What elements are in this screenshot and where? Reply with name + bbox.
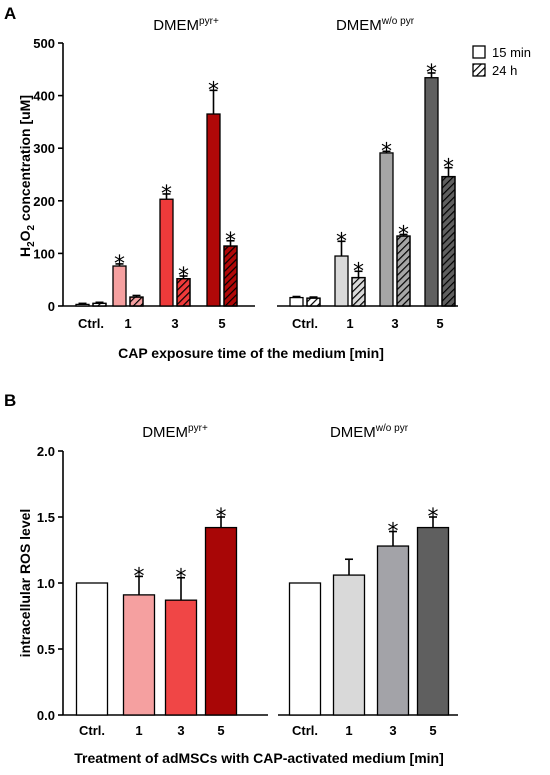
category-label: 5 (436, 316, 443, 331)
significance-star: * (134, 564, 145, 589)
bar (204, 526, 238, 716)
bar-15min (75, 303, 90, 307)
panel-b-y-tick-label: 0.5 (37, 642, 55, 657)
panel-a-y-tick-label: 500 (33, 36, 55, 51)
category-label: Ctrl. (292, 316, 318, 331)
bar (376, 545, 410, 716)
panel-a: A DMEMpyr+ DMEMw/o pyr H2O2 concentratio… (4, 4, 531, 361)
panel-a-x-axis-label: CAP exposure time of the medium [min] (118, 345, 384, 361)
panel-a-y-axis-label: H2O2 concentration [uM] (17, 95, 37, 257)
panel-a-legend: 15 min 24 h (472, 45, 531, 78)
bar-15min (289, 296, 304, 307)
category-label: 1 (124, 316, 131, 331)
bar-hatch-overlay (92, 302, 107, 307)
significance-star: * (426, 61, 437, 86)
significance-star: * (353, 259, 364, 284)
panel-a-y-tick-label: 200 (33, 194, 55, 209)
bar-hatch-overlay (306, 297, 321, 307)
panel-a-y-tick-label: 0 (48, 299, 55, 314)
category-label: Ctrl. (78, 316, 104, 331)
significance-star: * (114, 252, 125, 277)
panel-b-x-axis-label: Treatment of adMSCs with CAP-activated m… (74, 750, 444, 766)
panel-b-plot: 0.0 0.5 1.0 1.5 2.0 Ctrl. * 1 * 3 * 5 Ctrl. 1 * 3 * 5 (37, 444, 458, 738)
significance-star: * (336, 229, 347, 254)
category-label: Ctrl. (79, 723, 105, 738)
legend-label-15min: 15 min (492, 45, 531, 60)
category-label: 3 (389, 723, 396, 738)
significance-star: * (216, 505, 227, 530)
panel-b-y-axis-label: intracellular ROS level (17, 509, 33, 658)
significance-star: * (178, 264, 189, 289)
panel-a-group-1-title: DMEMpyr+ (153, 16, 219, 34)
category-label: 3 (391, 316, 398, 331)
bar (164, 599, 198, 716)
bar-15min (334, 255, 349, 307)
category-label: 3 (177, 723, 184, 738)
panel-b-y-tick-label: 1.5 (37, 510, 55, 525)
panel-a-y-tick-label: 300 (33, 141, 55, 156)
panel-b-y-tick-label: 0.0 (37, 708, 55, 723)
category-label: 1 (135, 723, 142, 738)
panel-b-group-2-title: DMEMw/o pyr (330, 423, 409, 441)
significance-star: * (208, 78, 219, 103)
panel-a-y-tick-label: 100 (33, 246, 55, 261)
significance-star: * (398, 222, 409, 247)
panel-a-group-2-title: DMEMw/o pyr (336, 16, 415, 34)
legend-swatch-24h (472, 63, 486, 77)
category-label: 1 (346, 316, 353, 331)
legend-label-24h: 24 h (492, 63, 517, 78)
category-label: 5 (217, 723, 224, 738)
significance-star: * (225, 229, 236, 254)
bar (332, 574, 366, 716)
panel-b-y-tick-label: 2.0 (37, 444, 55, 459)
significance-star: * (161, 182, 172, 207)
category-label: 5 (218, 316, 225, 331)
category-label: Ctrl. (292, 723, 318, 738)
panel-a-y-tick-label: 400 (33, 89, 55, 104)
bar-15min (424, 77, 439, 307)
significance-star: * (176, 566, 187, 591)
significance-star: * (388, 520, 399, 545)
significance-star: * (443, 156, 454, 181)
category-label: 1 (345, 723, 352, 738)
bar-15min (379, 152, 394, 307)
significance-star: * (428, 505, 439, 530)
bar-hatch-overlay (441, 175, 456, 307)
bar (416, 526, 450, 716)
bar-hatch-overlay (129, 296, 144, 307)
bar (75, 582, 109, 716)
bar-15min (206, 113, 221, 307)
panel-b: B DMEMpyr+ DMEMw/o pyr intracellular ROS… (4, 391, 458, 766)
category-label: 5 (429, 723, 436, 738)
panel-b-y-tick-label: 1.0 (37, 576, 55, 591)
panel-b-group-1-title: DMEMpyr+ (142, 423, 208, 441)
legend-swatch-15min (472, 45, 486, 59)
panel-b-letter: B (4, 391, 16, 410)
category-label: 3 (171, 316, 178, 331)
significance-star: * (381, 139, 392, 164)
panel-a-letter: A (4, 4, 16, 23)
bar (122, 594, 156, 716)
bar-hatch-overlay (223, 245, 238, 307)
bar (288, 582, 322, 716)
bar-15min (159, 198, 174, 307)
